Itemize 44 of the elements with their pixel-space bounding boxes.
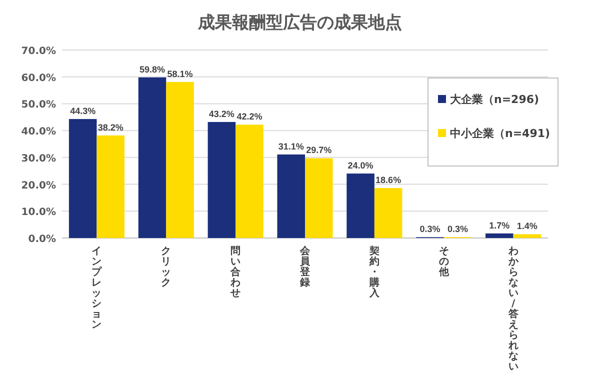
data-label: 0.3% — [447, 224, 468, 234]
bar — [374, 188, 402, 238]
x-tick-label: 問い合わせ — [230, 246, 241, 299]
bar — [138, 77, 166, 238]
y-tick-label: 20.0% — [21, 180, 56, 192]
data-label: 24.0% — [348, 160, 374, 171]
x-tick-label: 会員登録 — [300, 246, 310, 288]
data-label: 31.1% — [278, 141, 304, 152]
data-label: 43.2% — [208, 108, 234, 119]
data-label: 42.2% — [236, 112, 262, 122]
bar — [236, 124, 264, 238]
data-label: 0.3% — [420, 224, 440, 234]
bar — [513, 234, 542, 238]
data-label: 1.4% — [516, 221, 538, 232]
bar — [68, 119, 97, 238]
bar — [277, 154, 305, 238]
legend-label: 大企業（n=296) — [450, 93, 540, 106]
data-label: 59.8% — [139, 64, 166, 74]
x-tick-label: その他 — [438, 246, 449, 278]
y-tick-label: 60.0% — [21, 72, 56, 84]
y-tick-label: 70.0% — [21, 46, 56, 57]
x-tick-label: 契約・購入 — [369, 246, 380, 299]
data-label: 58.1% — [167, 68, 193, 79]
data-label: 29.7% — [306, 145, 332, 156]
y-tick-label: 50.0% — [21, 100, 56, 111]
bar — [486, 233, 514, 238]
bar — [96, 135, 124, 238]
x-tick-label: クリック — [161, 246, 172, 288]
bar — [166, 82, 194, 238]
data-label: 18.6% — [376, 175, 402, 186]
bar — [305, 158, 333, 238]
bar — [346, 174, 374, 238]
data-label: 1.7% — [489, 220, 510, 230]
y-tick-label: 30.0% — [21, 153, 56, 164]
legend-label: 中小企業（n=491) — [450, 127, 550, 140]
x-tick-label: インプレッション — [92, 246, 102, 330]
y-tick-label: 10.0% — [21, 207, 56, 218]
x-tick-label: わからない/答えられない — [508, 246, 518, 372]
bar — [208, 122, 236, 238]
data-label: 38.2% — [98, 122, 124, 132]
y-tick-label: 0.0% — [28, 234, 56, 245]
y-tick-label: 40.0% — [21, 126, 56, 138]
chart-title: 成果報酬型広告の成果地点 — [197, 13, 402, 33]
data-label: 44.3% — [70, 106, 96, 116]
